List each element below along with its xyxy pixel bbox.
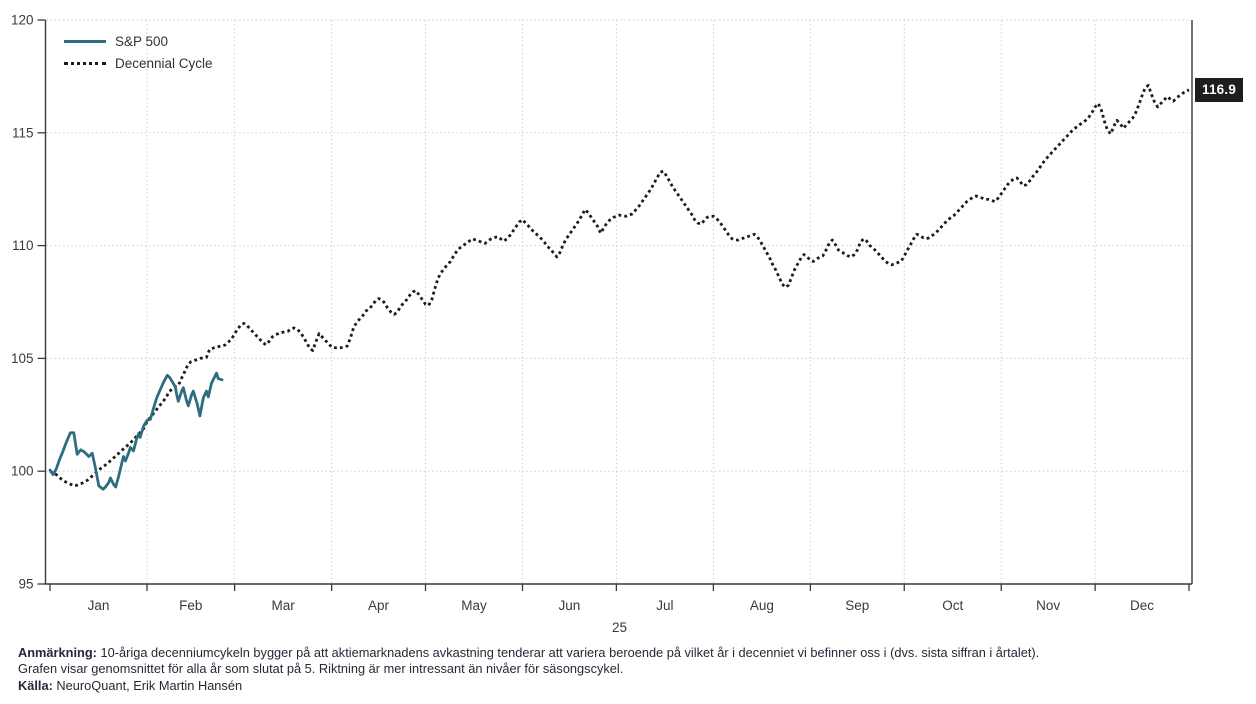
y-tick-label: 110 — [12, 238, 34, 253]
x-month-label: Jun — [559, 598, 581, 613]
x-year-label: 25 — [612, 620, 627, 635]
source-line: Källa: NeuroQuant, Erik Martin Hansén — [18, 678, 1244, 694]
footnote: Anmärkning: 10-åriga decenniumcykeln byg… — [18, 645, 1244, 694]
note-label: Anmärkning: — [18, 645, 97, 660]
x-month-label: Aug — [750, 598, 774, 613]
x-month-label: May — [461, 598, 487, 613]
legend-item-sp500: S&P 500 — [64, 33, 213, 50]
x-month-label: Apr — [368, 598, 390, 613]
legend-item-decennial: Decennial Cycle — [64, 55, 213, 72]
note-line-2: Grafen visar genomsnittet för alla år so… — [18, 661, 624, 677]
decennial-cycle-line — [49, 84, 1190, 488]
price-chart: 95 100 105 110 115 120 Jan Feb Mar Apr May Jun Jul Au… — [11, 13, 1193, 635]
y-tick-label: 100 — [11, 464, 34, 479]
x-month-label: Sep — [845, 598, 869, 613]
x-month-label: Mar — [271, 598, 295, 613]
y-tick-label: 120 — [11, 13, 34, 28]
sp500-line-swatch — [64, 40, 106, 43]
source-text: NeuroQuant, Erik Martin Hansén — [56, 677, 243, 693]
chart-legend: S&P 500 Decennial Cycle — [64, 33, 213, 72]
y-tick-label: 95 — [18, 577, 33, 592]
x-month-label: Jul — [656, 598, 673, 613]
sp500-line — [48, 371, 224, 491]
note-text-1: 10-åriga decenniumcykeln bygger på att a… — [100, 645, 1040, 660]
x-month-label: Oct — [942, 598, 963, 613]
x-month-label: Feb — [179, 598, 202, 613]
y-tick-label: 115 — [12, 125, 34, 140]
x-month-label: Nov — [1036, 598, 1060, 613]
note-line-1: Anmärkning: 10-åriga decenniumcykeln byg… — [18, 645, 1244, 661]
x-month-label: Jan — [88, 598, 110, 613]
source-label: Källa: — [18, 677, 53, 693]
legend-label-sp500: S&P 500 — [115, 34, 169, 49]
legend-label-decennial: Decennial Cycle — [115, 56, 213, 71]
decennial-line-swatch — [64, 62, 106, 65]
last-value-label: 116.9 — [1195, 77, 1244, 102]
y-tick-label: 105 — [11, 351, 34, 366]
x-month-label: Dec — [1130, 598, 1154, 613]
